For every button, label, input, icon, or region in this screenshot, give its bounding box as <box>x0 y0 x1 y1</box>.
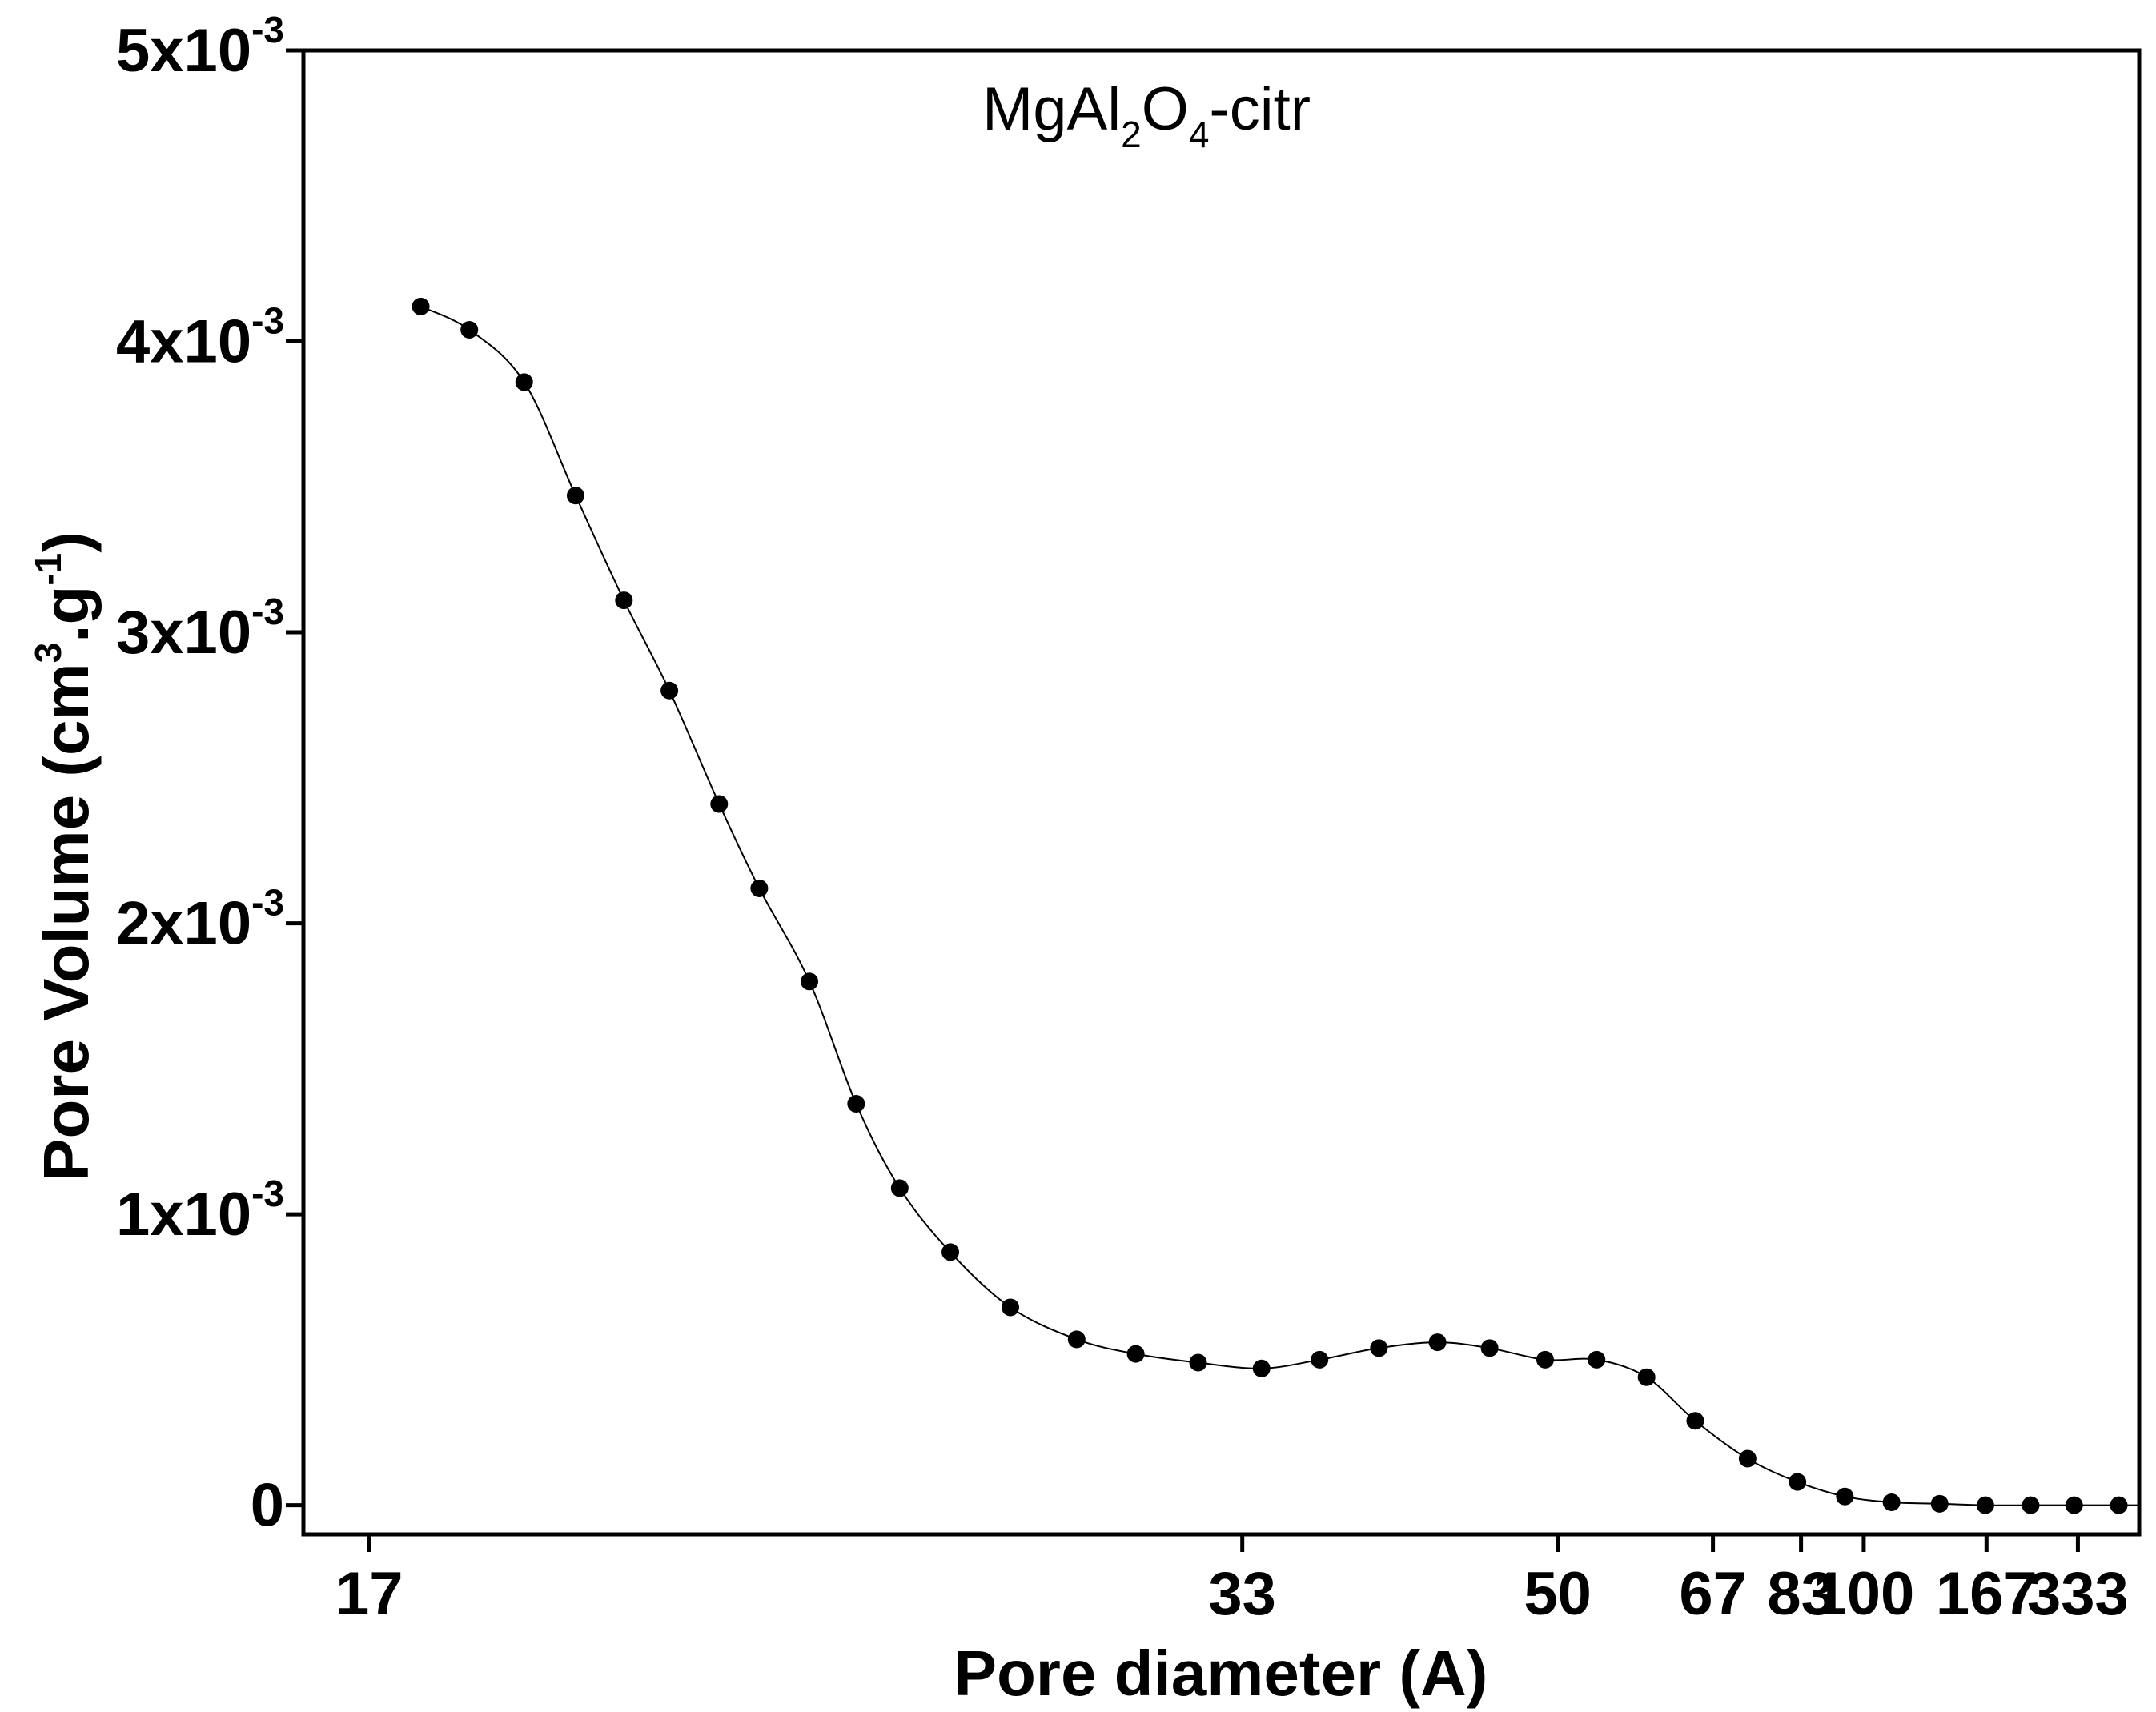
data-point <box>615 591 633 610</box>
x-tick-label: 83 <box>1767 1560 1835 1628</box>
data-point <box>2065 1496 2083 1514</box>
data-point <box>1428 1333 1447 1352</box>
data-point <box>1370 1339 1388 1357</box>
data-point <box>1536 1350 1554 1369</box>
data-point <box>1002 1298 1020 1317</box>
x-tick-label: 167 <box>1936 1560 2038 1628</box>
x-tick-label: 50 <box>1524 1560 1592 1628</box>
data-point <box>1789 1473 1807 1491</box>
data-point <box>1930 1494 1949 1513</box>
data-point <box>1311 1350 1329 1369</box>
data-point <box>515 373 533 391</box>
data-point <box>1738 1449 1757 1468</box>
x-tick-label: 100 <box>1813 1560 1915 1628</box>
y-axis-ticks: 0 1x10-3 2x10-3 3x10-3 4x10-3 5x10-3 <box>116 9 303 1540</box>
data-point <box>750 879 769 897</box>
x-tick-label: 17 <box>335 1560 403 1628</box>
data-point <box>1882 1493 1901 1512</box>
data-point <box>1480 1339 1499 1357</box>
data-point <box>710 795 729 813</box>
x-tick-label: 333 <box>2027 1560 2129 1628</box>
plot-area <box>301 48 2142 1537</box>
data-point <box>941 1243 960 1261</box>
sample-annotation: MgAl2O4-citr <box>982 75 1311 155</box>
data-point <box>890 1179 909 1197</box>
data-point <box>2022 1496 2040 1514</box>
data-point <box>847 1094 865 1113</box>
y-tick-label: 2x10-3 <box>116 882 284 958</box>
data-point <box>801 972 819 991</box>
y-axis-title: Pore Volume (cm3.g-1) <box>27 531 102 1181</box>
data-point <box>460 320 479 339</box>
data-point <box>1252 1359 1271 1377</box>
y-tick-label: 1x10-3 <box>116 1173 284 1249</box>
data-point <box>2110 1496 2128 1514</box>
series-line <box>420 305 2139 1506</box>
series-markers <box>412 297 2128 1514</box>
y-tick-label: 0 <box>251 1472 284 1540</box>
data-point <box>1588 1350 1606 1369</box>
x-axis-title: Pore diameter (A) <box>954 1638 1488 1709</box>
data-point <box>1067 1330 1086 1349</box>
data-point <box>1686 1412 1704 1430</box>
plot-frame <box>301 48 2142 1537</box>
data-point <box>1126 1345 1145 1363</box>
data-point <box>1189 1353 1207 1372</box>
y-tick-label: 4x10-3 <box>116 300 284 376</box>
data-point <box>660 681 679 700</box>
x-tick-label: 67 <box>1679 1560 1747 1628</box>
y-tick-label: 5x10-3 <box>116 9 284 85</box>
data-point <box>1976 1496 1994 1514</box>
x-tick-label: 33 <box>1208 1560 1276 1628</box>
data-point <box>1836 1487 1854 1506</box>
data-point <box>566 487 584 505</box>
data-point <box>412 297 430 315</box>
y-tick-label: 3x10-3 <box>116 591 284 667</box>
data-point <box>1637 1368 1656 1386</box>
